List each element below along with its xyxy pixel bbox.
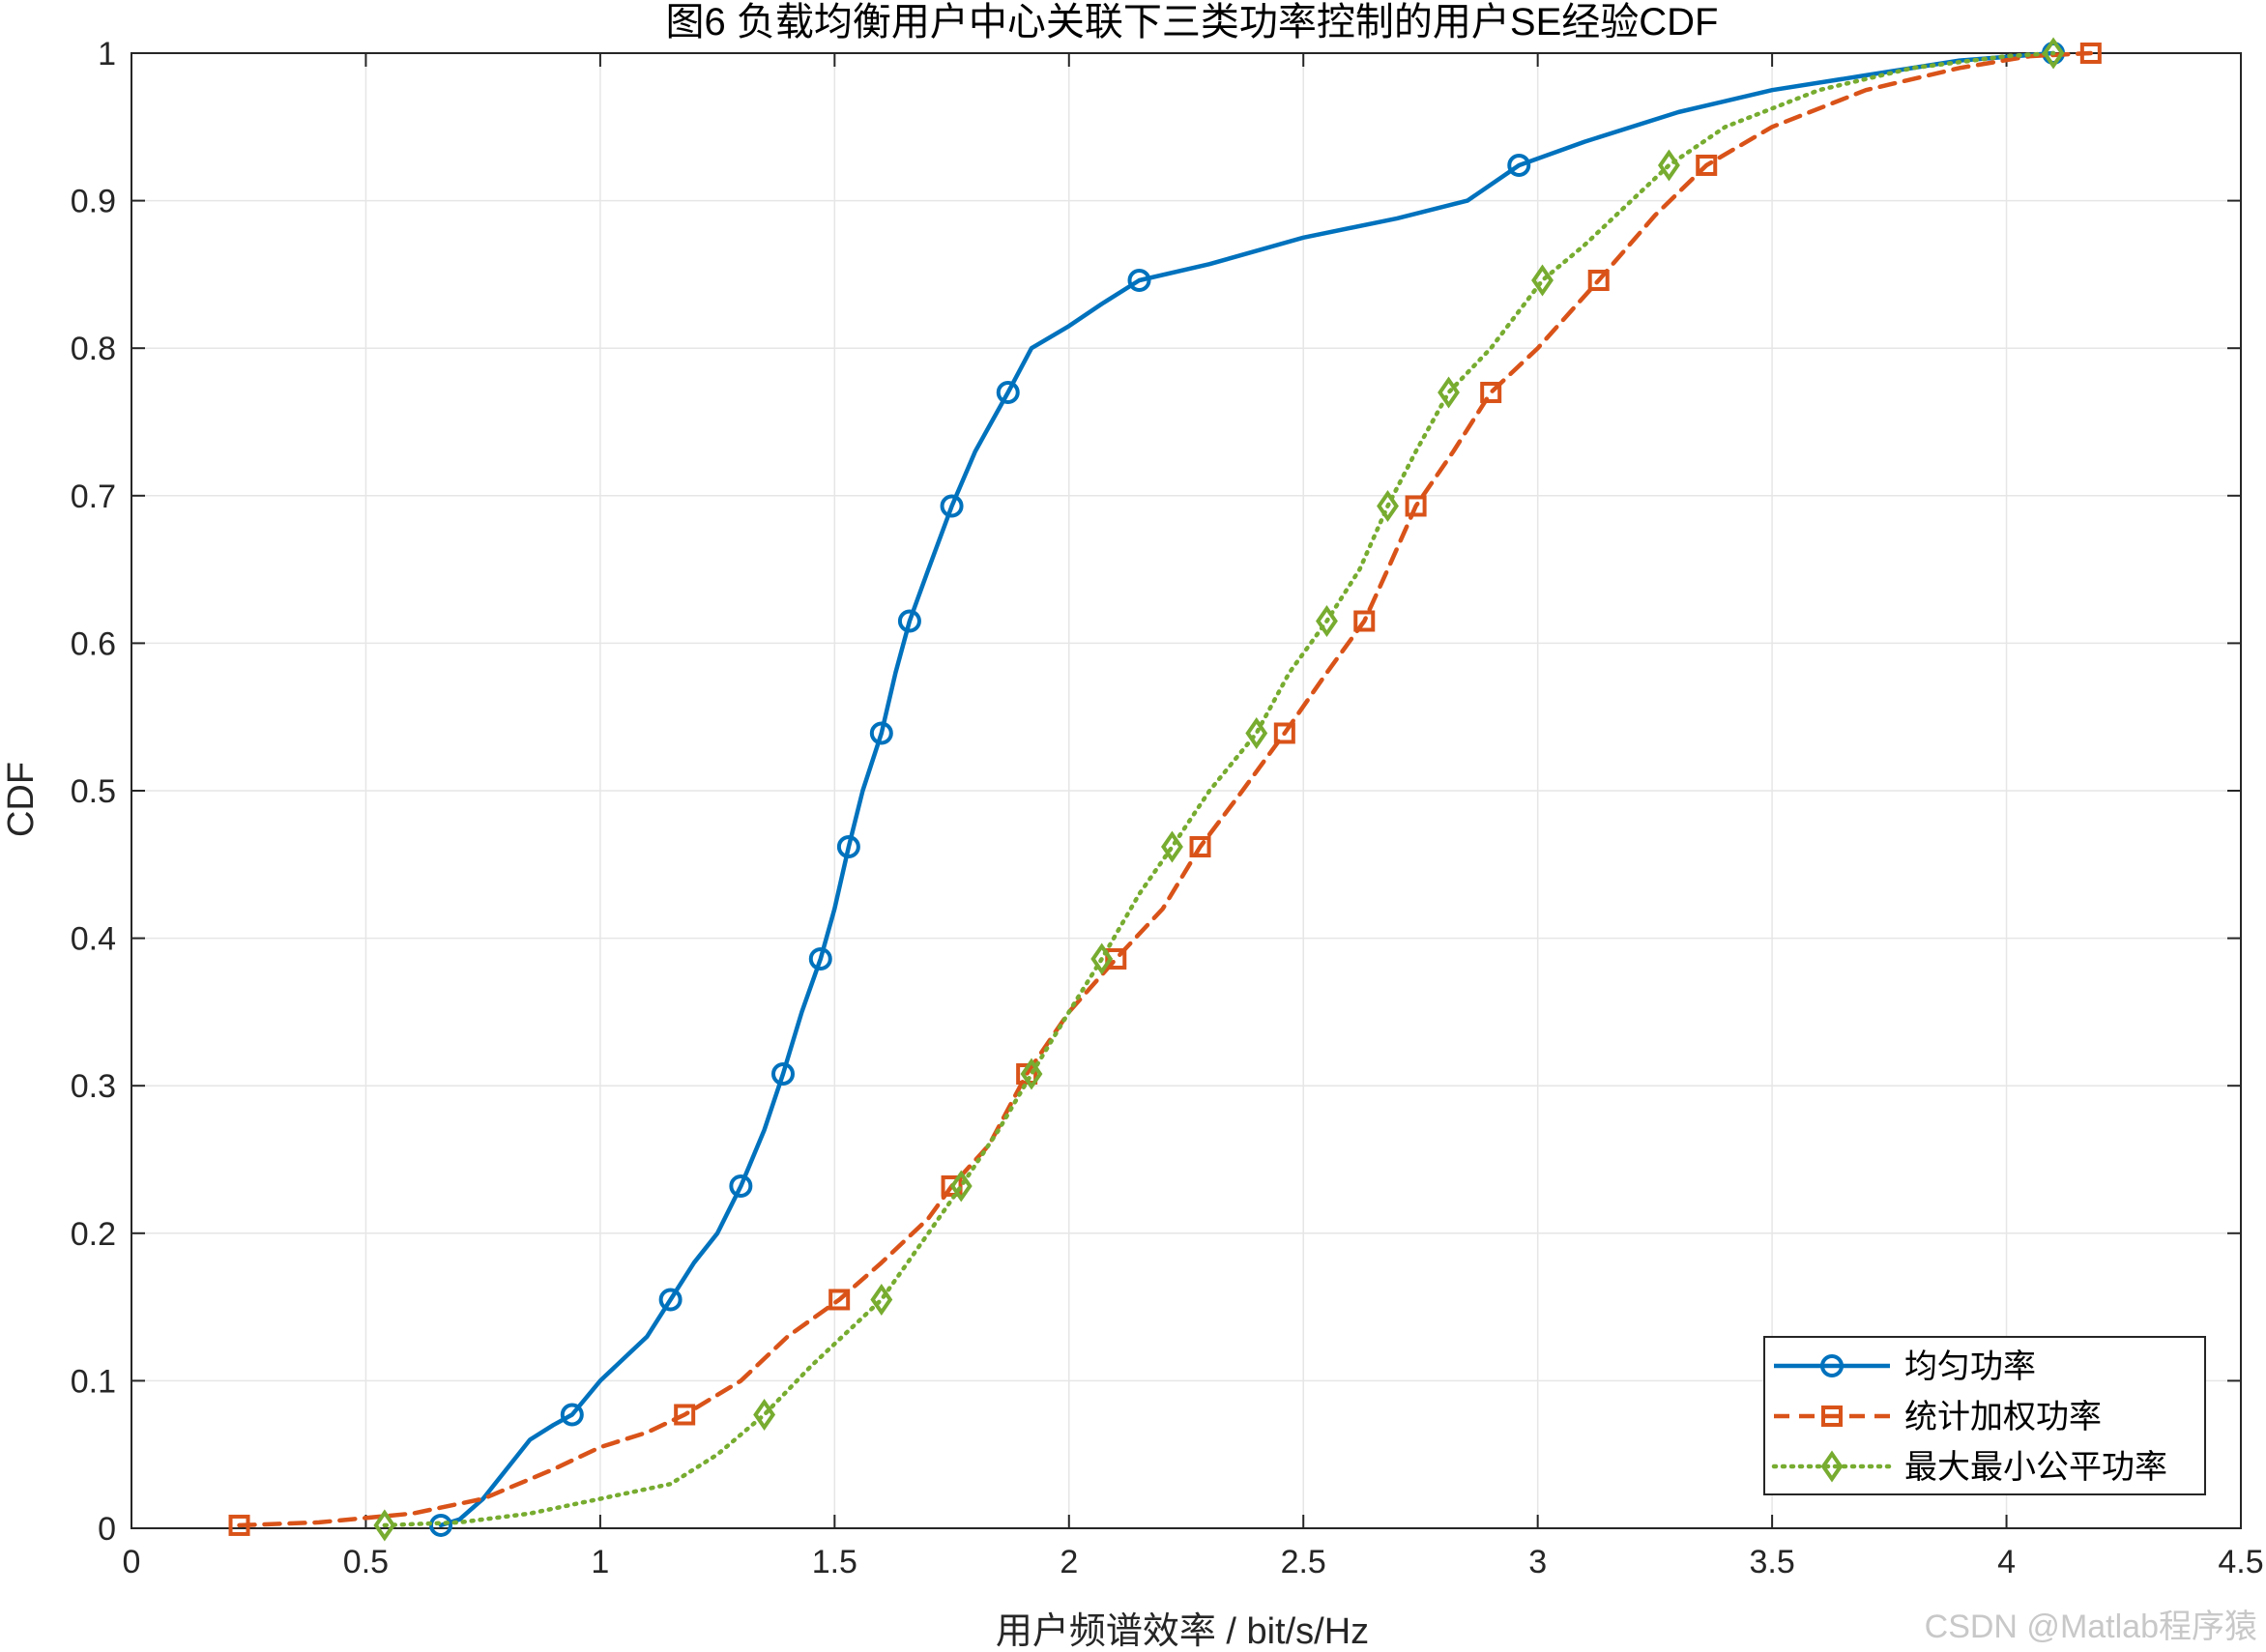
data-point-circle bbox=[729, 1174, 753, 1198]
data-point-diamond bbox=[1161, 830, 1183, 863]
data-point-square bbox=[1696, 154, 1718, 176]
data-point-circle bbox=[1507, 153, 1531, 177]
data-point-diamond bbox=[1531, 264, 1554, 297]
x-tick-label: 2 bbox=[1060, 1544, 1078, 1580]
x-axis-title: 用户频谱效率 / bit/s/Hz bbox=[996, 1611, 1369, 1652]
y-tick-label: 0.4 bbox=[71, 921, 116, 958]
data-point-square bbox=[941, 1174, 963, 1197]
data-point-diamond bbox=[373, 1509, 396, 1542]
data-point-diamond bbox=[2042, 37, 2065, 70]
y-tick-label: 0.8 bbox=[71, 331, 116, 367]
x-tick-label: 4.5 bbox=[2218, 1544, 2263, 1580]
data-point-diamond bbox=[1658, 149, 1680, 182]
y-tick-label: 0.6 bbox=[71, 625, 116, 662]
axis-ticks: 0 0.5 1 1.5 2 2.5 3 3.5 4 4.5 0 0.1 0.2 0.3 0.4 0.5 0.6 0… bbox=[71, 36, 2264, 1580]
data-point-square bbox=[1405, 495, 1427, 517]
data-point-circle bbox=[429, 1513, 453, 1537]
y-tick-label: 0.5 bbox=[71, 773, 116, 810]
legend-label-statistical: 统计加权功率 bbox=[1904, 1399, 2102, 1435]
data-point-diamond bbox=[1090, 942, 1114, 975]
data-point-circle bbox=[836, 834, 860, 858]
data-point-diamond bbox=[1020, 1058, 1043, 1090]
legend-entry-statistical: 统计加权功率 bbox=[1774, 1399, 2102, 1435]
data-point-circle bbox=[996, 380, 1020, 404]
x-tick-label: 3.5 bbox=[1749, 1544, 1794, 1580]
y-tick-label: 0.9 bbox=[71, 184, 116, 220]
data-point-square bbox=[1353, 610, 1376, 632]
y-tick-label: 0.3 bbox=[71, 1068, 116, 1105]
x-tick-label: 1.5 bbox=[812, 1544, 857, 1580]
data-point-circle bbox=[940, 494, 964, 518]
grid-lines bbox=[131, 53, 2241, 1528]
legend: 均匀功率 统计加权功率 最大最小公平功率 bbox=[1763, 1336, 2206, 1495]
data-point-circle bbox=[658, 1288, 683, 1312]
x-tick-label: 3 bbox=[1528, 1544, 1547, 1580]
legend-entry-uniform: 均匀功率 bbox=[1774, 1348, 2036, 1385]
data-point-diamond bbox=[870, 1283, 893, 1316]
chart-title: 图6 负载均衡用户中心关联下三类功率控制的用户SE经验CDF bbox=[666, 1, 1719, 43]
series-0 bbox=[429, 42, 2066, 1537]
data-point-square bbox=[2079, 43, 2102, 64]
data-point-diamond bbox=[1377, 489, 1399, 522]
y-tick-label: 1 bbox=[98, 36, 116, 72]
data-point-square bbox=[1587, 270, 1610, 292]
series-2 bbox=[373, 37, 2065, 1542]
series-layer bbox=[228, 37, 2102, 1542]
data-point-diamond bbox=[1316, 604, 1338, 638]
data-point-square bbox=[674, 1404, 696, 1426]
series-line bbox=[438, 50, 2056, 1528]
y-tick-label: 0.1 bbox=[71, 1363, 116, 1400]
x-tick-label: 2.5 bbox=[1281, 1544, 1326, 1580]
series-line bbox=[237, 50, 2094, 1528]
data-point-diamond bbox=[753, 1398, 776, 1432]
data-point-diamond bbox=[1438, 376, 1460, 409]
legend-marker-square bbox=[1821, 1406, 1843, 1427]
x-tick-label: 0 bbox=[123, 1544, 141, 1580]
data-point-square bbox=[228, 1514, 250, 1536]
data-point-diamond bbox=[1245, 716, 1268, 749]
legend-marker-circle bbox=[1820, 1354, 1844, 1377]
data-point-circle bbox=[560, 1403, 584, 1427]
x-tick-label: 0.5 bbox=[343, 1544, 389, 1580]
data-point-circle bbox=[897, 609, 921, 633]
data-point-square bbox=[1480, 381, 1502, 403]
y-tick-label: 0.2 bbox=[71, 1216, 116, 1253]
y-axis-title: CDF bbox=[1, 762, 42, 837]
data-point-square bbox=[828, 1289, 851, 1311]
x-tick-label: 1 bbox=[591, 1544, 609, 1580]
data-point-square bbox=[1189, 835, 1211, 857]
legend-entry-maxmin: 最大最小公平功率 bbox=[1771, 1449, 2167, 1486]
data-point-circle bbox=[869, 721, 893, 745]
data-point-circle bbox=[1127, 269, 1151, 293]
data-point-square bbox=[1273, 722, 1295, 744]
x-tick-label: 4 bbox=[1997, 1544, 2016, 1580]
y-tick-label: 0.7 bbox=[71, 478, 116, 515]
series-line bbox=[382, 50, 2056, 1528]
legend-label-uniform: 均匀功率 bbox=[1904, 1348, 2036, 1385]
legend-marker-diamond bbox=[1820, 1450, 1844, 1483]
data-point-circle bbox=[808, 946, 832, 971]
data-point-square bbox=[1105, 947, 1127, 970]
legend-label-maxmin: 最大最小公平功率 bbox=[1904, 1449, 2167, 1486]
data-point-diamond bbox=[949, 1170, 973, 1203]
y-tick-label: 0 bbox=[98, 1511, 116, 1548]
data-point-circle bbox=[770, 1061, 795, 1086]
watermark-text: CSDN @Matlab程序猿 bbox=[1925, 1609, 2257, 1645]
